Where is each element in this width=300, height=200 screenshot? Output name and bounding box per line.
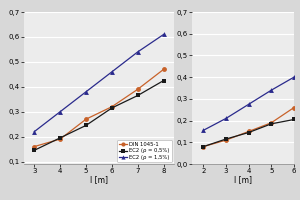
Legend: DIN 1045-1, EC2 (ρ = 0,5%), EC2 (ρ = 1,5%): DIN 1045-1, EC2 (ρ = 0,5%), EC2 (ρ = 1,5… <box>117 140 172 162</box>
X-axis label: l [m]: l [m] <box>234 176 252 185</box>
X-axis label: l [m]: l [m] <box>90 176 108 185</box>
